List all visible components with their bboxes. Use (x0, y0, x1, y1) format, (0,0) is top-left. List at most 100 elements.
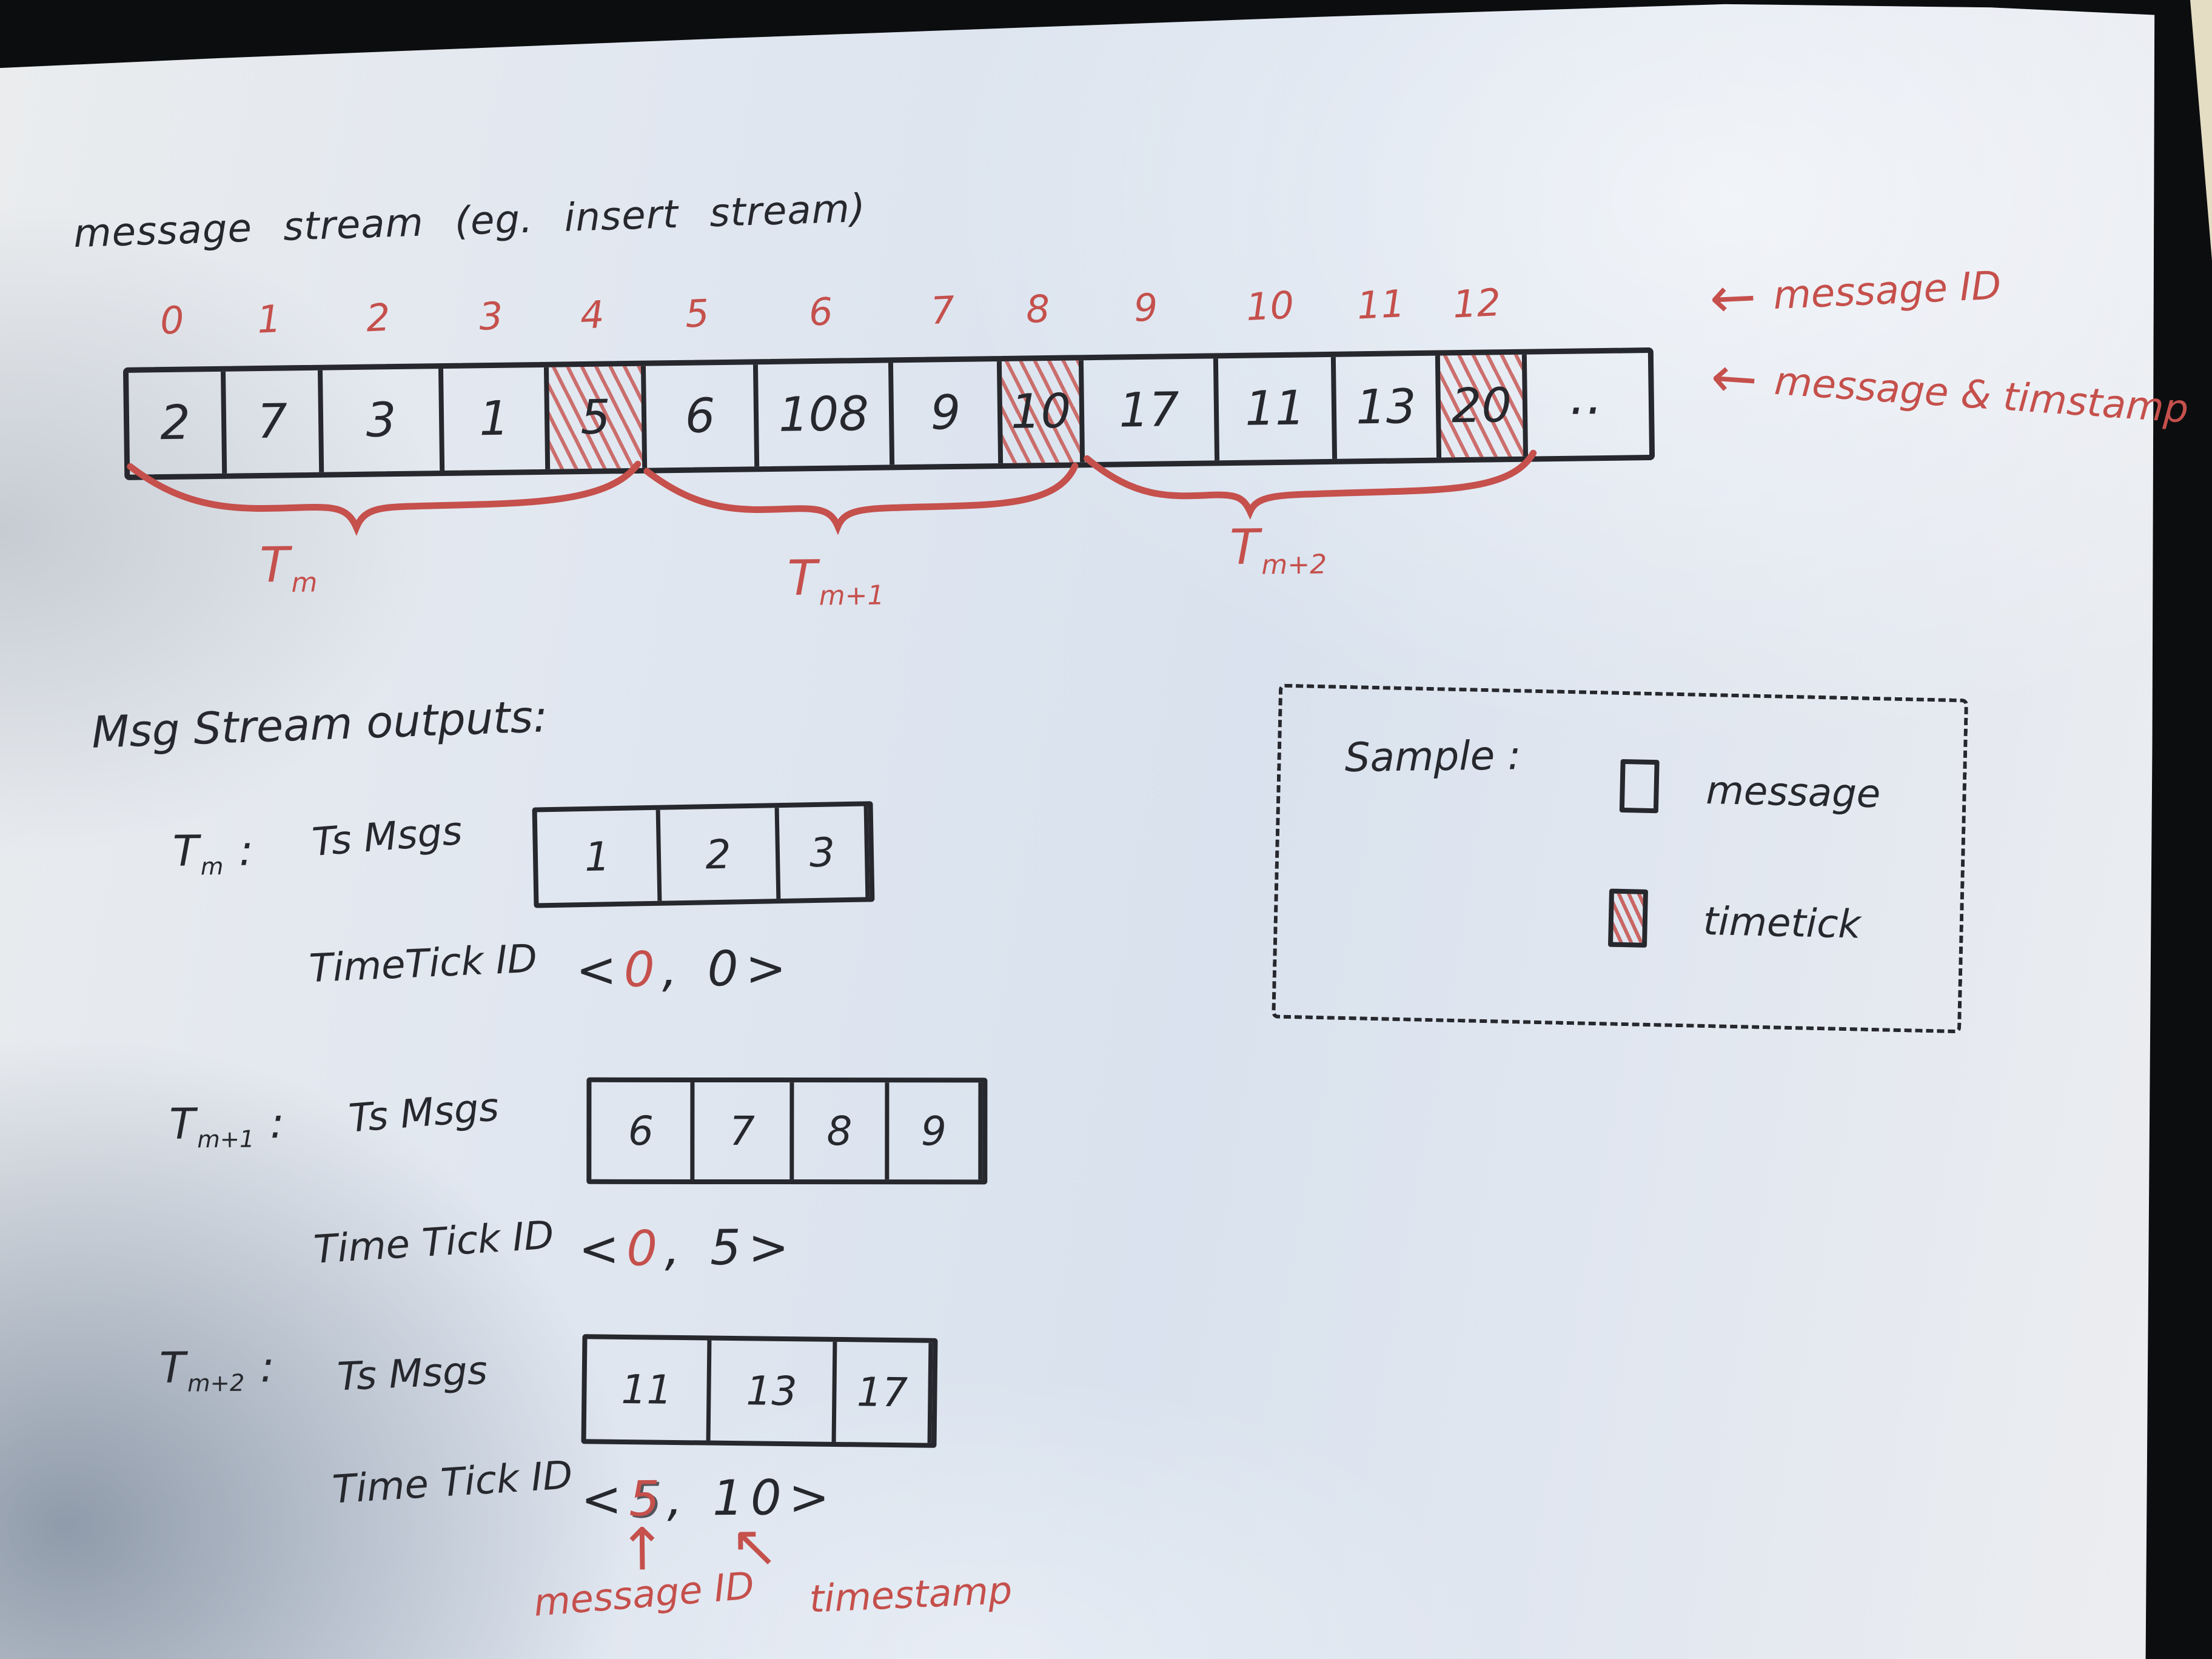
angle-open: < (575, 941, 625, 999)
pointer-label-timestamp: timestamp (808, 1567, 1013, 1621)
output-msg-cell: 8 (794, 1082, 890, 1180)
stream-cell-value: 6 (685, 389, 716, 444)
stream-cell-value: 20 (1451, 378, 1512, 434)
output-msgs-box-tm: 1 2 3 (532, 801, 875, 908)
annotation-text: message & timstamp (1773, 358, 2190, 432)
output-row-label-tm2: Tm+2: (159, 1342, 275, 1398)
stream-cell-value: ‥ (1569, 366, 1607, 426)
outputs-heading: Msg Stream outputs: (90, 691, 549, 758)
output-msg-value: 1 (584, 833, 611, 880)
output-msg-value: 2 (705, 831, 732, 878)
output-msg-value: 6 (628, 1107, 654, 1155)
comma: , (664, 1219, 688, 1277)
stream-cell-index: 9 (1133, 284, 1159, 330)
stream-cell-index: 10 (1245, 283, 1295, 330)
stream-cell-index: 2 (364, 295, 391, 341)
t-sub: m+1 (197, 1125, 255, 1154)
stream-cell-ellipsis: ‥ (1527, 353, 1649, 457)
output-msg-cell: 2 (660, 808, 781, 901)
output-msg-cell: 7 (694, 1082, 794, 1180)
timetick-id-label: TimeTick ID (308, 936, 538, 992)
stream-cell-value: 108 (778, 386, 870, 443)
angle-open: < (578, 1220, 627, 1278)
ts-msgs-label: Ts Msgs (336, 1348, 489, 1400)
output-msg-value: 7 (729, 1107, 755, 1155)
angle-close: > (748, 1218, 797, 1276)
stream-cell-value: 11 (1244, 381, 1306, 437)
stream-cell-value: 2 (159, 395, 191, 451)
sample-legend-box: Sample : message timetick (1272, 683, 1969, 1034)
stream-cell-value: 1 (478, 391, 510, 447)
annotation-message-timestamp: ← message & timstamp (1709, 344, 2191, 442)
output-msgs-box-tm2: 11 13 17 (581, 1334, 938, 1448)
angle-close: > (788, 1469, 837, 1526)
timetick-id-value: <0, 0> (575, 940, 794, 998)
stream-cell-index: 5 (683, 290, 710, 337)
tick-timestamp: 0 (707, 940, 746, 997)
output-msg-cell: 9 (889, 1082, 983, 1180)
stream-cell-index: 7 (929, 287, 956, 333)
tick-timestamp: 5 (709, 1219, 749, 1276)
output-msg-cell: 3 (779, 806, 870, 899)
comma: , (666, 1470, 691, 1527)
t-base: T (159, 1342, 186, 1393)
stream-cell: 5 6 (645, 291, 760, 468)
t-sub: m+2 (187, 1369, 245, 1398)
tick-message-id: 0 (623, 941, 663, 998)
t-base: T (169, 1099, 196, 1149)
output-row-label-tm1: Tm+1: (169, 1098, 284, 1154)
underbrace-tm (127, 460, 642, 536)
output-msg-value: 11 (621, 1366, 672, 1413)
brace-label-tm1: Tm+1 (787, 549, 885, 612)
t-base: T (172, 826, 199, 876)
output-row-label-tm: Tm: (173, 826, 254, 881)
timetick-id-label: Time Tick ID (331, 1453, 574, 1513)
left-arrow-icon: ← (1708, 264, 1758, 331)
tick-message-id: 0 (626, 1220, 665, 1277)
stream-cell-value: 17 (1118, 383, 1180, 438)
stream-cell-index: 6 (807, 289, 834, 335)
output-msg-value: 8 (826, 1107, 853, 1155)
output-msg-cell: 6 (591, 1082, 695, 1179)
output-msg-cell: 17 (836, 1341, 933, 1443)
annotation-message-id: ← message ID (1708, 253, 2003, 331)
stream-cell-index: 8 (1024, 286, 1051, 332)
ts-msgs-label: Ts Msgs (310, 808, 464, 866)
pointer-label-message-id: message ID (532, 1563, 756, 1625)
stream-cell: 6 108 (757, 289, 895, 467)
t-sub: m+1 (819, 580, 885, 612)
stream-cell-index: 12 (1451, 280, 1502, 327)
t-sub: m+2 (1261, 549, 1327, 581)
brace-label-tm2: Tm+2 (1230, 518, 1327, 581)
t-base: T (259, 536, 290, 594)
output-msg-value: 3 (809, 828, 836, 876)
timetick-id-label: Time Tick ID (312, 1213, 555, 1273)
stream-cell-value: 5 (580, 390, 611, 446)
legend-heading: Sample : (1344, 732, 1521, 782)
page-title: message stream (eg. insert stream) (73, 186, 866, 257)
stream-cell-value: 10 (1010, 384, 1071, 440)
output-msg-value: 9 (920, 1107, 947, 1155)
timetick-swatch-icon (1607, 888, 1649, 948)
legend-label-timetick: timetick (1703, 899, 1862, 948)
stream-cell-index: 1 (256, 296, 283, 342)
t-sub: m (200, 853, 224, 881)
colon: : (260, 1342, 275, 1392)
angle-close: > (745, 939, 794, 997)
underbrace-tm1 (643, 462, 1079, 535)
annotation-text: message ID (1772, 263, 2002, 318)
comma: , (662, 940, 685, 998)
stream-cell-index: 4 (579, 292, 606, 338)
stream-cell-value: 13 (1355, 380, 1417, 435)
colon: : (269, 1098, 285, 1148)
output-msg-cell: 13 (710, 1340, 837, 1442)
t-sub: m (291, 567, 318, 598)
stream-cell-index: 11 (1356, 281, 1406, 328)
output-msg-cell: 1 (537, 809, 662, 903)
brace-label-tm: Tm (260, 536, 318, 598)
t-base: T (787, 549, 817, 607)
stream-cell-index: 3 (478, 293, 504, 339)
output-msg-value: 17 (856, 1369, 908, 1416)
